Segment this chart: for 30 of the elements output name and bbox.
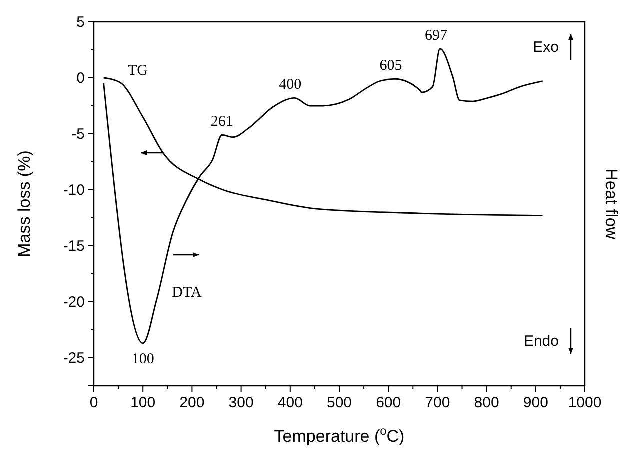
x-tick-label: 400 bbox=[278, 394, 303, 412]
annotation: 261 bbox=[210, 114, 234, 130]
y-axis-title: Mass loss (%) bbox=[15, 150, 34, 258]
x-axis-title: Temperature ($^{o}$C) bbox=[274, 424, 405, 446]
x-tick-label: 600 bbox=[376, 394, 402, 412]
annotation: 605 bbox=[380, 58, 402, 74]
y-tick-label: 5 bbox=[76, 14, 85, 31]
annotation: 400 bbox=[279, 77, 302, 94]
annotation: TG bbox=[128, 63, 148, 79]
annotation: DTA bbox=[172, 285, 202, 301]
x-tick-label: 100 bbox=[130, 394, 156, 412]
x-tick-label: 1000 bbox=[568, 394, 602, 412]
x-tick-label: 800 bbox=[474, 394, 500, 412]
annotation: Endo bbox=[524, 333, 559, 350]
x-tick-label: 200 bbox=[180, 394, 205, 412]
y-tick-label: -25 bbox=[63, 350, 85, 367]
y-tick-label: -10 bbox=[63, 182, 85, 199]
x-tick-label: 700 bbox=[425, 394, 450, 412]
y-tick-label: -5 bbox=[72, 126, 85, 143]
annotation: 100 bbox=[132, 351, 154, 368]
x-tick-label: 300 bbox=[228, 394, 254, 412]
annotation: Exo bbox=[533, 39, 559, 56]
annotation: 697 bbox=[424, 28, 448, 44]
x-tick-label: 0 bbox=[90, 394, 98, 412]
y-tick-label: 0 bbox=[76, 70, 85, 87]
x-tick-label: 500 bbox=[326, 394, 352, 412]
y-tick-label: -20 bbox=[63, 294, 85, 311]
y-tick-label: -15 bbox=[63, 238, 85, 255]
y2-axis-title: Heat flow bbox=[602, 168, 621, 240]
x-tick-label: 900 bbox=[523, 394, 548, 412]
